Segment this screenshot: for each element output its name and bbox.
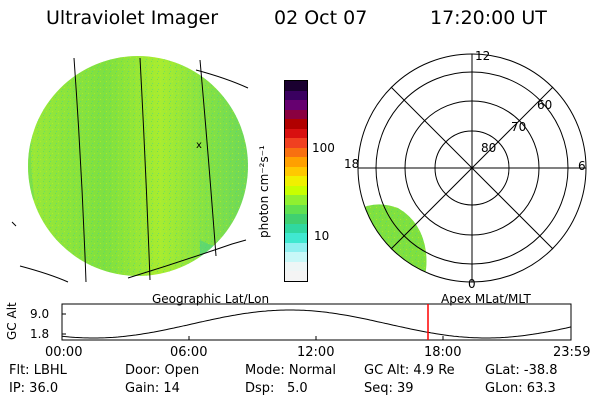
- colorbar: [284, 80, 308, 282]
- mode-info: Mode: Normal: [245, 363, 336, 378]
- gc-alt-timeline: [61, 303, 572, 341]
- colorbar-segment: [285, 166, 307, 177]
- seq-info: Seq: 39: [364, 381, 414, 396]
- lat-label-70: 70: [511, 120, 527, 134]
- mlt-label-0: 0: [468, 277, 476, 291]
- gain-info: Gain: 14: [125, 381, 180, 396]
- colorbar-tick-100: 100: [312, 141, 335, 155]
- colorbar-tick-10: 10: [314, 229, 330, 243]
- glat-info: GLat: -38.8: [485, 363, 558, 378]
- timeline-y-label: GC Alt: [5, 302, 19, 340]
- ip-info: IP: 36.0: [9, 381, 59, 396]
- filter-info: Flt: LBHL: [9, 363, 67, 378]
- mlt-label-6: 6: [578, 159, 586, 173]
- colorbar-segment: [285, 223, 307, 234]
- colorbar-segment: [285, 90, 307, 101]
- timeline-x-tick-2: 12:00: [297, 345, 335, 360]
- mlt-label-12: 12: [475, 49, 491, 63]
- polar-plot: [357, 53, 587, 283]
- colorbar-segment: [285, 261, 307, 272]
- dsp-value: 5.0: [287, 381, 308, 396]
- timeline-x-tick-1: 06:00: [170, 345, 208, 360]
- instrument-title: Ultraviolet Imager: [46, 7, 219, 29]
- colorbar-segment: [285, 242, 307, 253]
- colorbar-segment: [285, 252, 307, 263]
- timeline-x-tick-3: 18:00: [424, 345, 462, 360]
- lat-label-60: 60: [537, 98, 553, 112]
- timeline-y-tick-top: 9.0: [30, 307, 50, 321]
- lat-label-80: 80: [481, 141, 497, 155]
- dsp-label: Dsp:: [245, 381, 275, 396]
- header-time: 17:20:00 UT: [430, 7, 547, 29]
- geographic-label: Geographic Lat/Lon: [152, 292, 270, 306]
- geographic-grid-lines: [11, 57, 249, 283]
- colorbar-segment: [285, 176, 307, 187]
- gc-alt-info: GC Alt: 4.9 Re: [364, 363, 455, 378]
- timeline-x-tick-4: 23:59: [553, 345, 591, 360]
- apex-label: Apex MLat/MLT: [441, 292, 531, 306]
- mlt-label-18: 18: [344, 157, 360, 171]
- glon-info: GLon: 63.3: [485, 381, 556, 396]
- subsatellite-marker: x: [196, 140, 202, 151]
- header-date: 02 Oct 07: [274, 7, 368, 29]
- earth-disk-image: [28, 56, 248, 276]
- colorbar-segment: [285, 128, 307, 139]
- colorbar-segment: [285, 185, 307, 196]
- colorbar-segment: [285, 157, 307, 168]
- colorbar-segment: [285, 81, 307, 92]
- colorbar-segment: [285, 119, 307, 130]
- colorbar-segment: [285, 271, 307, 281]
- timeline-y-tick-bottom: 1.8: [30, 327, 50, 341]
- timeline-x-tick-0: 00:00: [45, 345, 83, 360]
- colorbar-unit-label: photon cm⁻²s⁻¹: [257, 145, 271, 238]
- colorbar-segment: [285, 138, 307, 149]
- colorbar-segment: [285, 233, 307, 244]
- door-info: Door: Open: [125, 363, 200, 378]
- colorbar-segment: [285, 204, 307, 215]
- colorbar-segment: [285, 147, 307, 158]
- colorbar-segment: [285, 100, 307, 111]
- colorbar-segment: [285, 214, 307, 225]
- colorbar-segment: [285, 195, 307, 206]
- colorbar-segment: [285, 109, 307, 120]
